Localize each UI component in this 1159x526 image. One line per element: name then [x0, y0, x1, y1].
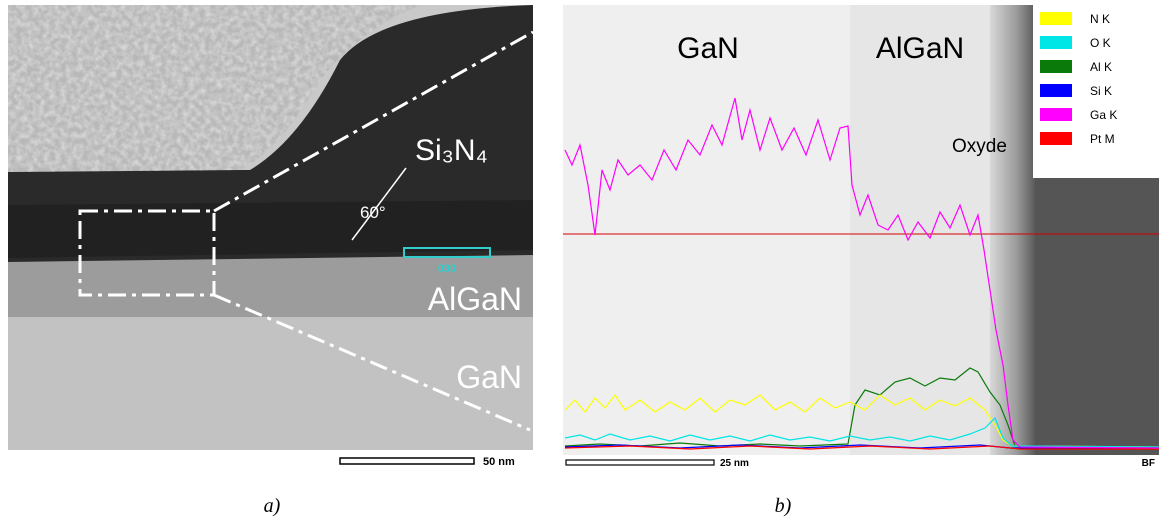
angle-line [351, 167, 407, 241]
profiles [564, 97, 1159, 450]
region-box [403, 247, 491, 258]
region-label: AlGaN [876, 32, 964, 65]
layer-label: AlGaN [428, 281, 522, 317]
caption: b) [775, 495, 792, 517]
layer-label: GaN [456, 359, 522, 395]
caption: a) [264, 495, 281, 517]
legend-label: Al K [1090, 60, 1112, 74]
mode-label: BF [1142, 458, 1155, 469]
scale-label: 50 nm [483, 456, 515, 468]
legend-swatch [1040, 60, 1072, 73]
legend-label: N K [1090, 12, 1110, 26]
legend-label: O K [1090, 36, 1111, 50]
angle-label: 60° [360, 203, 386, 222]
region-tag: 030 [438, 263, 456, 275]
scale-bar [565, 459, 715, 466]
legend-swatch [1040, 132, 1072, 145]
legend-label: Si K [1090, 84, 1112, 98]
legend-swatch [1040, 36, 1072, 49]
legend-entries: N K O K Al K Si K Ga K Pt M [1040, 12, 1117, 146]
legend-swatch [1040, 108, 1072, 121]
zoom-outline [78, 30, 534, 432]
region-label: Oxyde [952, 136, 1007, 157]
region-label: GaN [677, 32, 739, 65]
layer-label: Si₃N₄ [415, 134, 488, 167]
scale-bar [339, 457, 475, 465]
legend-swatch [1040, 12, 1072, 25]
legend-label: Pt M [1090, 132, 1115, 146]
tem-image [8, 5, 533, 450]
scale-label: 25 nm [720, 458, 749, 469]
legend-swatch [1040, 84, 1072, 97]
legend-label: Ga K [1090, 108, 1117, 122]
